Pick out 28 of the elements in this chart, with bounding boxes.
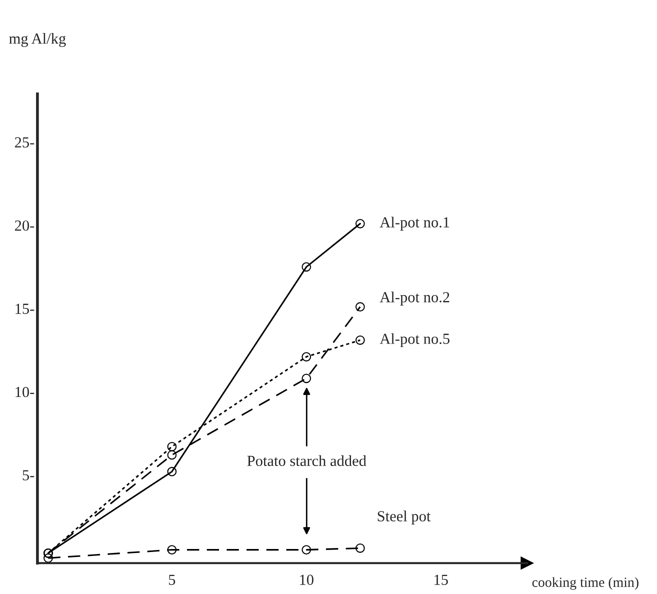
- annotation: Potato starch added: [247, 455, 366, 466]
- point: [167, 442, 177, 452]
- x-axis-title: cooking time (min): [532, 577, 638, 590]
- x-tick-label: 10: [300, 574, 314, 585]
- series-label: Al-pot no.5: [380, 333, 450, 348]
- point: [355, 543, 365, 553]
- point: [302, 262, 312, 272]
- x-tick-label: 15: [434, 574, 448, 585]
- point: [355, 335, 365, 345]
- point: [167, 545, 177, 554]
- y-tick-label: 20-: [14, 220, 34, 231]
- x-tick-label: 5: [168, 574, 176, 585]
- y-tick-label: 10-: [16, 386, 34, 398]
- point: [302, 352, 312, 362]
- point: [355, 302, 365, 312]
- y-axis-title: mg Al/kg: [9, 33, 66, 47]
- point: [302, 374, 312, 384]
- point: [167, 450, 177, 460]
- point: [167, 466, 177, 476]
- y-tick-label: 25-: [14, 137, 34, 148]
- y-tick-label: 15-: [16, 304, 34, 314]
- point: [44, 553, 53, 563]
- point: [355, 218, 365, 228]
- series-label: Steel pot: [378, 510, 431, 525]
- point: [302, 545, 312, 554]
- y-tick-label: 5-: [22, 470, 34, 480]
- series-label: Al-pot no.2: [380, 292, 450, 306]
- series-label: Al-pot no.1: [380, 216, 450, 231]
